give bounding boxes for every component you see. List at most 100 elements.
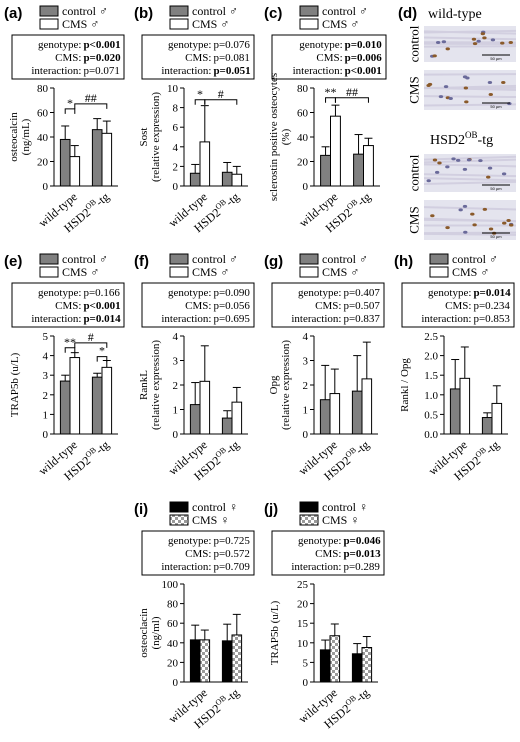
stat-value: p<0.001: [83, 39, 120, 51]
tissue-streak: [423, 95, 517, 99]
bar: [319, 399, 331, 435]
bar: [91, 129, 103, 187]
bar: [449, 388, 461, 435]
scale-bar-label: 50 µm: [490, 186, 502, 191]
legend-entry: CMS ♂: [452, 265, 489, 279]
y-tick-label: 2.0: [424, 351, 438, 363]
stat-label: interaction:: [161, 65, 211, 77]
tissue-streak: [423, 103, 517, 107]
bar: [481, 417, 493, 435]
y-tick-label: 1: [173, 405, 179, 417]
stats-box: [11, 34, 125, 80]
panel-label: (b): [134, 5, 153, 22]
legend-swatch: [299, 501, 319, 513]
panel-label: (a): [4, 5, 22, 22]
bar: [199, 141, 211, 187]
y-tick-label: 2: [173, 380, 179, 392]
stats-box: [141, 282, 255, 328]
osteocyte: [451, 157, 456, 161]
panel-label: (g): [264, 253, 283, 270]
osteocyte: [486, 175, 491, 179]
bar: [69, 156, 81, 187]
y-tick-label: 4: [43, 351, 49, 363]
stat-label: genotype:: [298, 535, 341, 547]
y-tick-label: 80: [37, 83, 49, 95]
significance-marker: *: [67, 96, 73, 110]
osteocyte: [501, 80, 506, 84]
bar: [199, 380, 211, 435]
bar: [320, 154, 331, 187]
panel-label: (i): [134, 501, 148, 518]
legend-entry: control ♂: [62, 4, 108, 18]
bar: [91, 376, 103, 435]
micrograph: 50 µm: [423, 26, 517, 62]
y-axis-label: RankL(relative expression): [138, 340, 162, 430]
y-tick-label: 80: [167, 599, 179, 611]
stat-label: CMS:: [315, 300, 341, 312]
bar: [221, 417, 233, 435]
osteocyte: [455, 158, 461, 162]
osteocyte: [462, 204, 468, 208]
legend-entry: control ♂: [452, 252, 498, 266]
panel-label: (c): [264, 5, 282, 22]
bar: [59, 380, 71, 435]
bar: [351, 390, 363, 435]
stat-value: p=0.725: [213, 535, 250, 547]
histology-row-label: control: [407, 154, 422, 191]
osteocyte: [445, 165, 450, 169]
y-axis-label: Sost(relative expression): [138, 92, 162, 182]
y-axis-label: osteoclacin(ng/ml): [138, 608, 162, 658]
stat-value: p=0.076: [213, 39, 250, 51]
stat-value: p=0.014: [473, 287, 511, 299]
bar: [231, 634, 243, 683]
tissue-streak: [423, 36, 517, 41]
stat-value: p=0.006: [345, 52, 383, 64]
stats-box: [271, 34, 387, 80]
osteocyte: [502, 221, 507, 225]
significance-bracket: [64, 108, 76, 114]
legend-swatch: [169, 501, 189, 513]
y-axis-label: sclerostin positive osteocytes(%): [268, 73, 292, 201]
stat-label: genotype:: [299, 39, 342, 51]
osteocyte: [443, 85, 449, 89]
legend-entry: CMS ♂: [62, 17, 99, 31]
stat-value: p=0.572: [213, 548, 249, 560]
legend-entry: CMS ♂: [192, 265, 229, 279]
y-tick-label: 15: [297, 618, 309, 630]
legend-swatch: [429, 266, 449, 278]
osteocyte: [445, 226, 450, 230]
legend-swatch: [39, 253, 59, 265]
osteocyte: [458, 208, 463, 212]
histology-row-label: CMS: [407, 76, 422, 103]
stat-value: p=0.407: [343, 287, 380, 299]
legend-swatch: [39, 18, 59, 30]
stats-box: [401, 282, 515, 328]
y-tick-label: 60: [167, 618, 179, 630]
legend-entry: control ♂: [192, 252, 238, 266]
stat-label: genotype:: [428, 287, 471, 299]
micrograph: 50 µm: [423, 154, 517, 192]
significance-marker: ##: [346, 85, 358, 99]
micrograph: 50 µm: [423, 70, 517, 110]
stat-value: p=0.709: [213, 561, 250, 573]
bar: [59, 138, 71, 187]
osteocyte: [476, 39, 481, 43]
y-tick-label: 0: [303, 181, 309, 193]
bar: [491, 402, 503, 435]
y-tick-label: 2.5: [424, 331, 438, 343]
y-tick-label: 5: [303, 657, 309, 669]
osteocyte: [432, 158, 438, 162]
significance-bracket: [74, 103, 108, 109]
osteocyte: [448, 97, 453, 101]
significance-marker: #: [88, 330, 94, 344]
histology-row-label: control: [407, 25, 422, 62]
legend-entry: control ♂: [322, 4, 368, 18]
tissue-streak: [423, 73, 517, 76]
bar: [329, 393, 341, 435]
stat-label: CMS:: [445, 300, 471, 312]
tissue-streak: [423, 45, 517, 48]
bar: [330, 115, 341, 187]
